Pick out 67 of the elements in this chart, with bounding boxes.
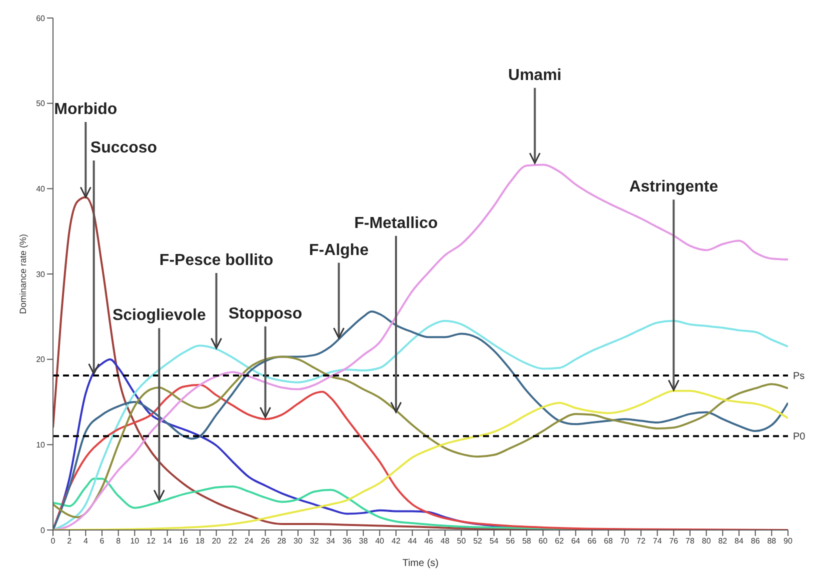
x-tick-label: 42 — [392, 536, 401, 546]
line-series — [53, 356, 788, 518]
ref-line-label: Ps — [793, 371, 805, 382]
x-tick-label: 78 — [686, 536, 695, 546]
x-tick-label: 40 — [375, 536, 385, 546]
y-tick-label: 40 — [36, 184, 46, 194]
y-tick-label: 20 — [36, 355, 46, 364]
x-tick-label: 70 — [620, 536, 630, 546]
annotation: Succoso — [90, 139, 158, 156]
x-tick-label: 64 — [571, 536, 581, 546]
x-tick-label: 52 — [473, 536, 483, 546]
x-tick-label: 84 — [734, 536, 744, 546]
x-tick-label: 26 — [260, 536, 270, 546]
ref-line-label: P0 — [793, 432, 806, 443]
x-tick-label: 32 — [310, 536, 320, 546]
x-tick-label: 4 — [83, 536, 88, 546]
x-tick-label: 0 — [50, 536, 56, 546]
x-tick-label: 28 — [277, 536, 287, 546]
annotation: F-Pesce bollito — [159, 252, 274, 270]
x-tick-label: 6 — [100, 536, 105, 546]
x-tick-label: 86 — [750, 536, 760, 546]
x-tick-label: 34 — [326, 536, 336, 546]
x-tick-label: 44 — [408, 536, 418, 546]
x-tick-label: 38 — [358, 536, 368, 546]
annotation: Stopposo — [228, 305, 302, 322]
x-tick-label: 90 — [784, 536, 793, 546]
x-tick-label: 18 — [196, 536, 205, 546]
x-tick-label: 20 — [212, 536, 222, 546]
x-tick-label: 12 — [146, 536, 156, 546]
x-tick-label: 60 — [538, 536, 548, 546]
x-tick-label: 80 — [702, 536, 712, 546]
y-tick-label: 60 — [36, 14, 46, 23]
y-axis-title: Dominance rate (%) — [18, 234, 28, 314]
x-tick-label: 82 — [718, 536, 728, 546]
annotation: Astringente — [629, 178, 718, 196]
x-tick-label: 76 — [669, 536, 679, 546]
annotation: Morbido — [54, 101, 118, 118]
x-tick-label: 88 — [767, 536, 777, 546]
y-tick-label: 50 — [36, 99, 46, 108]
x-tick-label: 14 — [162, 536, 172, 546]
x-tick-label: 2 — [67, 536, 72, 546]
x-tick-label: 10 — [130, 536, 140, 546]
x-tick-label: 36 — [342, 536, 352, 546]
y-tick-label: 10 — [36, 440, 46, 450]
y-tick-label: 0 — [40, 526, 46, 535]
x-tick-label: 8 — [116, 536, 122, 546]
x-tick-label: 50 — [456, 536, 466, 546]
x-tick-label: 56 — [506, 536, 516, 546]
x-tick-label: 68 — [604, 536, 614, 546]
x-tick-label: 22 — [228, 536, 238, 546]
x-tick-label: 16 — [179, 536, 189, 546]
annotation: Umami — [508, 66, 562, 84]
x-tick-label: 48 — [440, 536, 450, 546]
y-tick-label: 30 — [36, 270, 46, 279]
x-tick-label: 58 — [522, 536, 532, 546]
x-tick-label: 46 — [424, 536, 434, 546]
x-tick-label: 62 — [554, 536, 564, 546]
x-axis-title: Time (s) — [402, 558, 439, 569]
x-tick-label: 74 — [652, 536, 662, 546]
annotation: Scioglievole — [112, 307, 206, 324]
annotation: F-Metallico — [354, 214, 438, 232]
x-tick-label: 54 — [490, 536, 499, 546]
x-tick-label: 24 — [244, 536, 254, 546]
x-tick-label: 72 — [636, 536, 646, 546]
annotation: F-Alghe — [309, 242, 369, 259]
x-tick-label: 66 — [588, 536, 597, 546]
x-tick-label: 30 — [294, 536, 303, 546]
